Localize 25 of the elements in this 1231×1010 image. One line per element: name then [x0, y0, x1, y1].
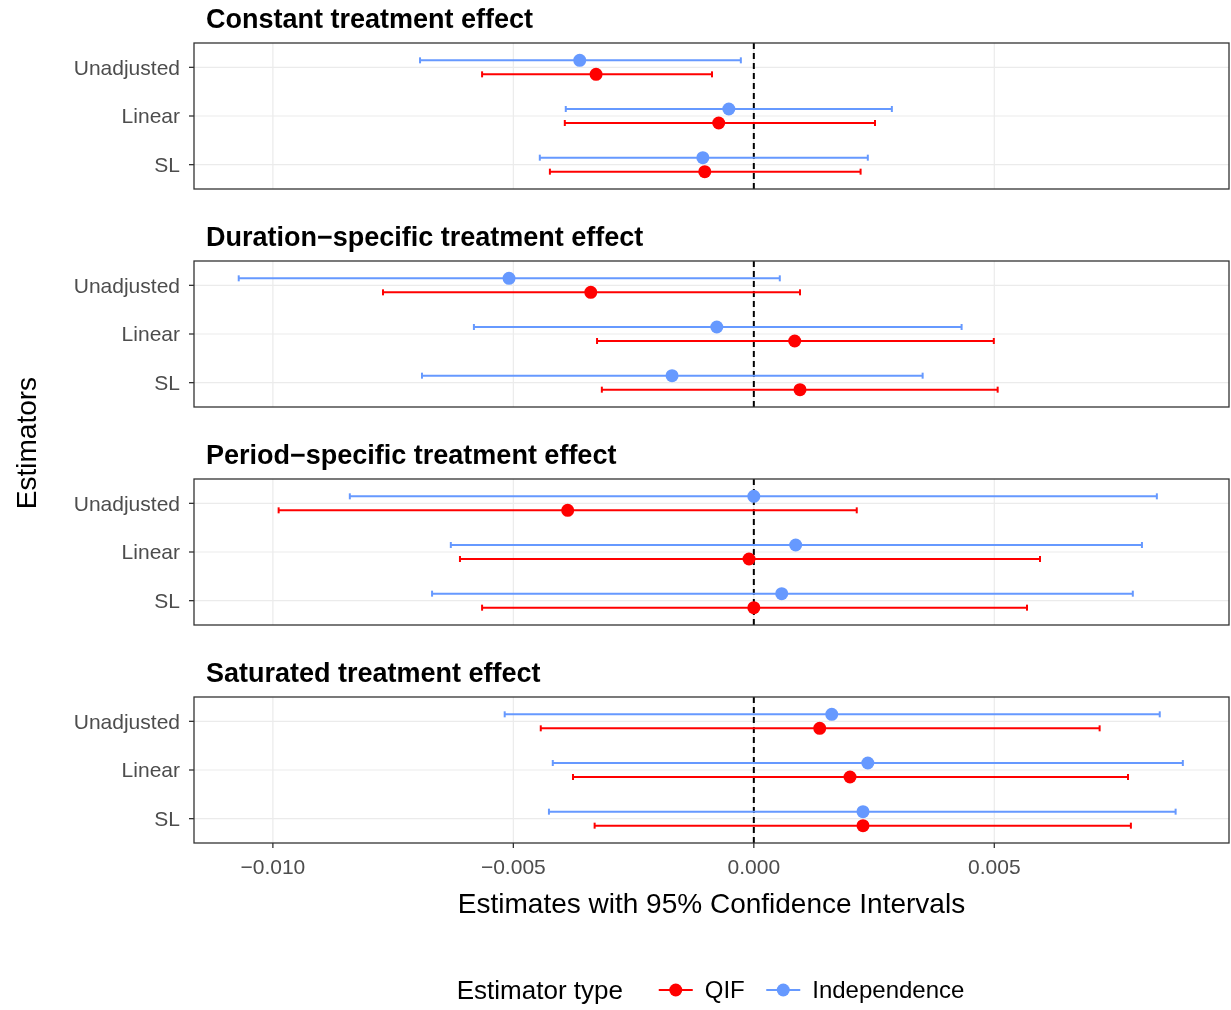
x-tick-label: 0.005 — [968, 855, 1021, 878]
y-tick-label: Unadjusted — [73, 709, 180, 733]
legend-title: Estimator type — [456, 975, 623, 1006]
y-tick-label: SL — [154, 807, 180, 831]
y-tick-label: Linear — [121, 758, 180, 782]
y-tick-label: Linear — [121, 540, 180, 564]
y-tick-label: Unadjusted — [73, 273, 180, 297]
x-tick-label: −0.005 — [480, 855, 546, 878]
x-tick-label: 0.000 — [727, 855, 781, 878]
legend-label: Independence — [812, 976, 965, 1004]
y-tick-label: SL — [154, 153, 180, 177]
y-tick-label: SL — [154, 371, 180, 395]
y-tick-label: Linear — [121, 322, 180, 346]
chart-title: Saturated treatment effect — [206, 658, 541, 688]
y-tick-label: SL — [154, 589, 180, 613]
x-tick-label: −0.010 — [240, 855, 306, 878]
chart-title: Duration−specific treatment effect — [206, 222, 644, 252]
y-axis-title: Estimators — [11, 376, 42, 510]
chart-title: Period−specific treatment effect — [206, 440, 617, 470]
y-tick-label: Unadjusted — [73, 491, 180, 515]
y-tick-label: Linear — [121, 104, 180, 128]
legend-label: QIF — [704, 976, 745, 1004]
x-axis-title: Estimates with 95% Confidence Intervals — [457, 888, 966, 919]
y-tick-label: Unadjusted — [73, 55, 180, 79]
chart-title: Constant treatment effect — [206, 4, 534, 34]
